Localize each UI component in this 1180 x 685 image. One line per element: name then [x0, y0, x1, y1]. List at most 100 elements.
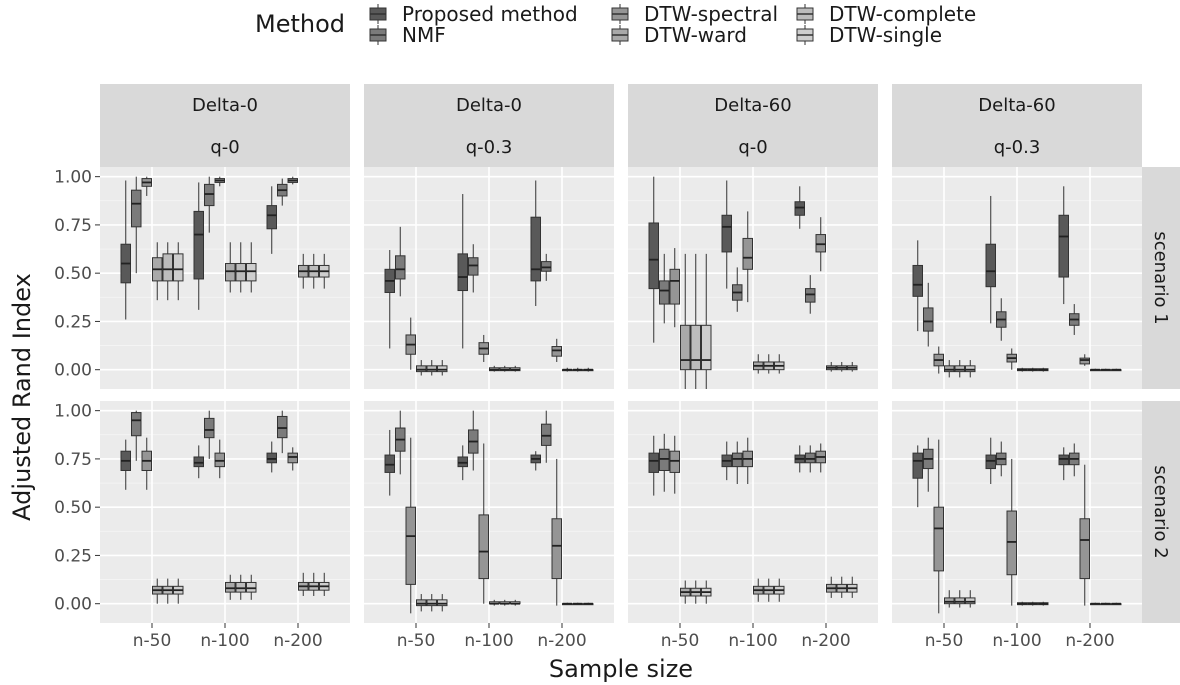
box-body: [669, 450, 680, 473]
box: [308, 253, 319, 289]
box: [120, 439, 131, 490]
box: [701, 253, 712, 389]
box: [669, 248, 680, 328]
box-body: [742, 237, 753, 270]
column-strip-label-delta: Delta-60: [714, 95, 791, 116]
x-tick-label: n-50: [397, 631, 436, 651]
box-body: [944, 365, 955, 373]
box: [457, 445, 468, 481]
box: [204, 410, 215, 459]
box-body: [965, 365, 976, 373]
box-body: [954, 365, 965, 373]
box: [1058, 186, 1069, 305]
legend-label: NMF: [402, 23, 446, 47]
box: [680, 253, 691, 389]
x-tick-label: n-50: [925, 631, 964, 651]
box-body: [965, 597, 976, 605]
box: [489, 599, 500, 606]
box: [141, 437, 152, 490]
box: [954, 360, 965, 378]
box: [1017, 601, 1028, 606]
facet-panel: [892, 401, 1142, 623]
box-body: [805, 452, 816, 464]
column-strip: Delta-0 q-0.3: [364, 84, 614, 167]
box: [530, 180, 541, 306]
box: [774, 578, 785, 602]
x-tick-label: n-100: [992, 631, 1041, 651]
box: [836, 576, 847, 598]
box-body: [131, 412, 142, 437]
box: [1058, 447, 1069, 481]
box: [648, 176, 659, 343]
box-body: [721, 214, 732, 253]
box-body: [162, 253, 173, 282]
box: [933, 439, 944, 614]
box: [395, 410, 406, 475]
box: [742, 211, 753, 303]
box: [395, 226, 406, 297]
box: [815, 217, 826, 272]
facet-grid: Delta-0q-0Delta-0q-0.3Delta-60q-0Delta-6…: [54, 84, 1180, 651]
box: [763, 354, 774, 374]
box-body: [1058, 214, 1069, 278]
box-body: [384, 454, 395, 473]
box-body: [659, 448, 670, 471]
x-tick-label: n-100: [464, 631, 513, 651]
x-tick-label: n-100: [728, 631, 777, 651]
box: [152, 578, 163, 604]
box: [965, 590, 976, 608]
box: [1079, 354, 1090, 366]
box: [266, 441, 277, 473]
box: [510, 599, 521, 606]
box-body: [214, 452, 225, 468]
box: [1111, 602, 1122, 606]
box: [562, 367, 573, 372]
column-strip-label-delta: Delta-0: [456, 95, 522, 116]
box: [173, 578, 184, 604]
box: [669, 435, 680, 494]
box-body: [437, 365, 448, 373]
box: [173, 242, 184, 301]
column-strip-label-q: q-0.3: [466, 137, 513, 158]
box: [965, 360, 976, 378]
facet-panel: [628, 401, 878, 623]
box: [162, 242, 173, 301]
row-strip-background: [1142, 401, 1180, 623]
box-body: [225, 263, 236, 282]
legend-label: Proposed method: [402, 2, 578, 26]
row-strip: scenario 1: [1142, 167, 1180, 389]
box: [204, 176, 215, 233]
box: [1090, 368, 1101, 372]
legend-entry: Proposed method: [369, 2, 578, 26]
legend-label: DTW-spectral: [644, 2, 778, 26]
box-body: [944, 597, 955, 605]
y-tick-label: 0.25: [54, 546, 92, 566]
box-body: [416, 365, 427, 373]
box: [541, 410, 552, 463]
box-body: [266, 452, 277, 464]
box: [659, 253, 670, 324]
facet-panel: [364, 401, 614, 623]
box: [826, 361, 837, 372]
box: [572, 602, 583, 606]
box: [996, 441, 1007, 477]
box-body: [246, 581, 257, 593]
box: [1069, 443, 1080, 477]
box: [541, 253, 552, 281]
box-body: [1079, 518, 1090, 580]
box-body: [246, 263, 257, 282]
box: [384, 250, 395, 349]
legend-entry: NMF: [369, 23, 446, 47]
box-body: [659, 280, 670, 305]
column-strip-label-q: q-0: [210, 137, 239, 158]
box-body: [405, 506, 416, 585]
column-strip: Delta-0 q-0: [100, 84, 350, 167]
x-tick-label: n-200: [1065, 631, 1114, 651]
row-strip-background: [1142, 167, 1180, 389]
legend-label: DTW-ward: [644, 23, 747, 47]
box-body: [193, 456, 204, 468]
box: [774, 354, 785, 374]
box-body: [985, 243, 996, 288]
box: [214, 439, 225, 479]
box: [489, 365, 500, 372]
